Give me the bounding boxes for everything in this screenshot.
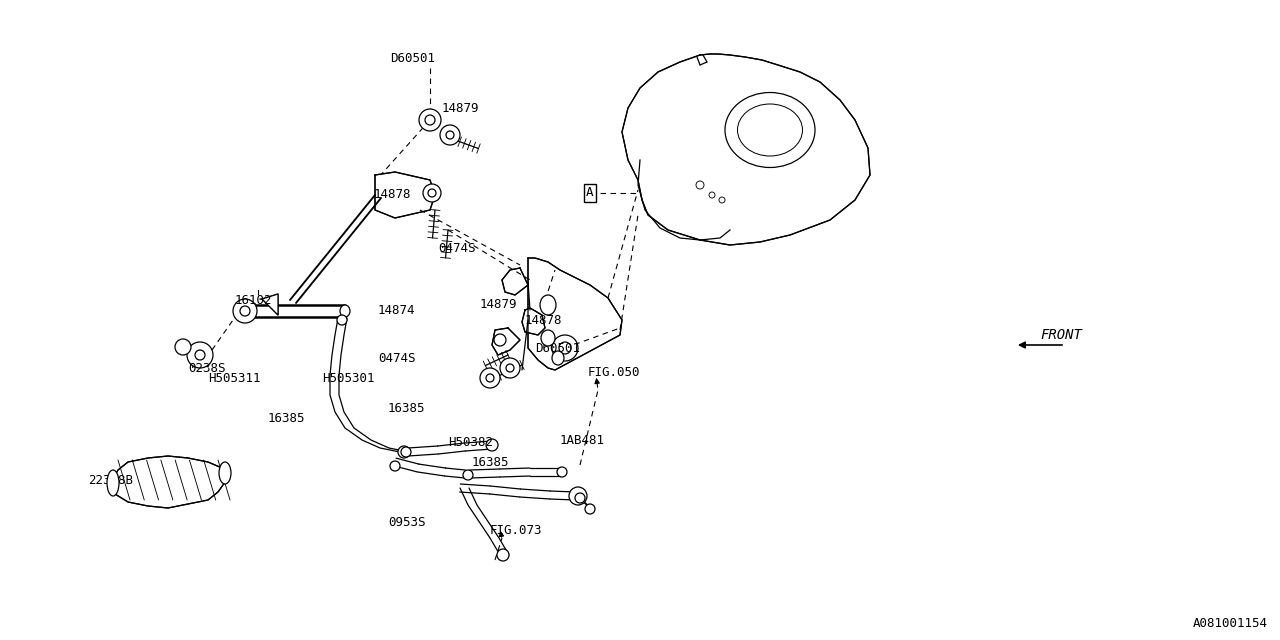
Ellipse shape	[552, 351, 564, 365]
Text: D60501: D60501	[390, 51, 435, 65]
Polygon shape	[502, 268, 529, 295]
Circle shape	[585, 504, 595, 514]
Circle shape	[195, 350, 205, 360]
Text: 16385: 16385	[472, 456, 509, 468]
Circle shape	[445, 131, 454, 139]
Circle shape	[428, 189, 436, 197]
Text: 0474S: 0474S	[438, 241, 475, 255]
Ellipse shape	[541, 330, 556, 346]
Circle shape	[575, 493, 585, 503]
Text: 16102: 16102	[236, 294, 273, 307]
Text: 16385: 16385	[388, 401, 425, 415]
Text: 14879: 14879	[480, 298, 517, 312]
Circle shape	[440, 125, 460, 145]
Circle shape	[187, 342, 212, 368]
Polygon shape	[622, 54, 870, 245]
Text: 1AB481: 1AB481	[561, 433, 605, 447]
Text: FRONT: FRONT	[1039, 328, 1082, 342]
Circle shape	[486, 439, 498, 451]
Circle shape	[709, 192, 716, 198]
Circle shape	[486, 374, 494, 382]
Ellipse shape	[540, 295, 556, 315]
Circle shape	[236, 303, 251, 319]
Text: 14878: 14878	[374, 189, 411, 202]
Text: 0953S: 0953S	[388, 515, 425, 529]
Ellipse shape	[219, 462, 230, 484]
Ellipse shape	[737, 104, 803, 156]
Circle shape	[552, 335, 579, 361]
Ellipse shape	[340, 305, 349, 317]
Circle shape	[233, 299, 257, 323]
Circle shape	[419, 109, 442, 131]
Circle shape	[500, 358, 520, 378]
Circle shape	[463, 470, 474, 480]
Circle shape	[497, 549, 509, 561]
Circle shape	[422, 184, 442, 202]
Polygon shape	[492, 328, 520, 355]
Circle shape	[559, 342, 571, 354]
Text: 14878: 14878	[525, 314, 562, 326]
Text: H505311: H505311	[207, 371, 261, 385]
Polygon shape	[110, 456, 228, 508]
Polygon shape	[529, 258, 622, 370]
Circle shape	[241, 306, 250, 316]
Circle shape	[390, 461, 399, 471]
Ellipse shape	[108, 470, 119, 496]
Ellipse shape	[724, 93, 815, 168]
Text: H50382: H50382	[448, 435, 493, 449]
Text: 16385: 16385	[268, 412, 306, 424]
Circle shape	[506, 364, 515, 372]
Circle shape	[337, 315, 347, 325]
Circle shape	[719, 197, 724, 203]
Text: 22328B: 22328B	[88, 474, 133, 486]
Text: 0474S: 0474S	[378, 351, 416, 365]
Text: D60501: D60501	[535, 342, 580, 355]
Text: 0238S: 0238S	[188, 362, 225, 374]
Text: A: A	[586, 186, 594, 200]
Circle shape	[425, 115, 435, 125]
Text: A081001154: A081001154	[1193, 617, 1268, 630]
Circle shape	[570, 487, 588, 505]
Polygon shape	[375, 172, 435, 218]
Text: H505301: H505301	[323, 371, 375, 385]
Circle shape	[398, 446, 410, 458]
Text: FIG.073: FIG.073	[490, 524, 543, 536]
Circle shape	[696, 181, 704, 189]
Circle shape	[480, 368, 500, 388]
Text: 14874: 14874	[378, 303, 416, 317]
Text: FIG.050: FIG.050	[588, 365, 640, 378]
Circle shape	[175, 339, 191, 355]
Circle shape	[401, 447, 411, 457]
Circle shape	[494, 334, 506, 346]
Circle shape	[557, 467, 567, 477]
Text: 14879: 14879	[442, 102, 480, 115]
Polygon shape	[262, 294, 278, 315]
Polygon shape	[522, 308, 545, 335]
